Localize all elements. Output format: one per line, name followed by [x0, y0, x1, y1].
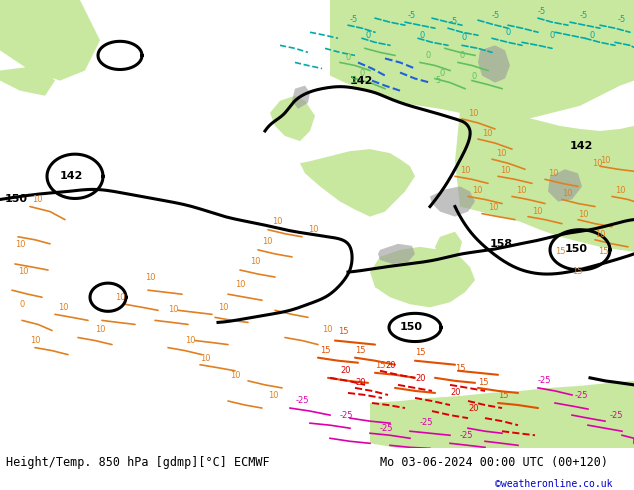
- Text: Height/Temp. 850 hPa [gdmp][°C] ECMWF: Height/Temp. 850 hPa [gdmp][°C] ECMWF: [6, 456, 270, 469]
- Text: 20: 20: [340, 366, 351, 375]
- Text: 142: 142: [570, 141, 593, 151]
- Text: 0: 0: [20, 300, 25, 309]
- Text: 0: 0: [462, 33, 467, 42]
- Text: 150: 150: [400, 322, 423, 333]
- Text: ©weatheronline.co.uk: ©weatheronline.co.uk: [495, 479, 612, 489]
- Text: 10: 10: [262, 237, 273, 246]
- Text: 15: 15: [478, 378, 489, 387]
- Text: 20: 20: [468, 404, 479, 413]
- Text: 10: 10: [460, 166, 470, 175]
- Text: 15: 15: [375, 361, 385, 370]
- Text: 10: 10: [272, 217, 283, 226]
- Text: 15: 15: [598, 247, 609, 256]
- Text: 0: 0: [365, 31, 370, 40]
- Text: 15: 15: [572, 267, 583, 276]
- Text: 10: 10: [235, 280, 245, 289]
- Text: 0: 0: [440, 69, 445, 77]
- Text: 5: 5: [435, 75, 440, 85]
- Text: -25: -25: [420, 418, 434, 427]
- Text: 20: 20: [450, 388, 460, 397]
- Text: 158: 158: [490, 239, 513, 249]
- Text: -25: -25: [296, 396, 309, 405]
- Text: 10: 10: [496, 149, 507, 158]
- Text: 0: 0: [506, 28, 511, 37]
- Text: 10: 10: [516, 187, 526, 196]
- Text: 5: 5: [350, 75, 355, 85]
- Text: 10: 10: [32, 195, 42, 203]
- Text: 10: 10: [600, 156, 611, 165]
- Text: 10: 10: [500, 166, 510, 175]
- Text: 10: 10: [482, 129, 493, 138]
- Text: 10: 10: [548, 170, 559, 178]
- Text: 0: 0: [345, 53, 350, 62]
- Text: -5: -5: [450, 17, 458, 26]
- Text: 150: 150: [5, 194, 28, 203]
- Text: 15: 15: [338, 327, 349, 337]
- Text: 0: 0: [425, 51, 430, 60]
- Text: 10: 10: [200, 354, 210, 363]
- Text: -25: -25: [380, 424, 394, 433]
- Text: 0: 0: [590, 31, 595, 40]
- Text: 10: 10: [615, 187, 626, 196]
- Text: -5: -5: [350, 15, 358, 24]
- Text: 10: 10: [532, 207, 543, 216]
- Text: 20: 20: [385, 361, 396, 370]
- Text: -5: -5: [538, 7, 547, 16]
- Text: 15: 15: [415, 347, 425, 357]
- Text: 10: 10: [15, 240, 25, 249]
- Text: -25: -25: [575, 391, 588, 400]
- Text: 10: 10: [95, 325, 105, 335]
- Text: 10: 10: [218, 303, 228, 312]
- Text: -25: -25: [610, 411, 623, 420]
- Text: -25: -25: [340, 411, 354, 420]
- Text: 10: 10: [230, 371, 240, 380]
- Text: -5: -5: [580, 11, 588, 20]
- Text: 150: 150: [565, 244, 588, 254]
- Text: 10: 10: [468, 109, 479, 118]
- Text: 142: 142: [60, 172, 84, 181]
- Text: 15: 15: [455, 364, 465, 373]
- Text: -25: -25: [460, 431, 474, 441]
- Text: 0: 0: [360, 69, 365, 77]
- Text: -5: -5: [492, 11, 500, 20]
- Text: 15: 15: [320, 345, 330, 355]
- Text: 10: 10: [322, 325, 332, 335]
- Text: 10: 10: [30, 336, 41, 344]
- Text: 10: 10: [595, 230, 605, 239]
- Text: 15: 15: [498, 391, 508, 400]
- Text: 10: 10: [168, 305, 179, 314]
- Text: 0: 0: [420, 31, 425, 40]
- Text: 0: 0: [472, 72, 477, 80]
- Text: 10: 10: [115, 293, 126, 302]
- Text: 15: 15: [555, 247, 566, 256]
- Text: Mo 03-06-2024 00:00 UTC (00+120): Mo 03-06-2024 00:00 UTC (00+120): [380, 456, 609, 469]
- Text: 0: 0: [550, 31, 555, 40]
- Text: 10: 10: [250, 257, 261, 266]
- Text: 10: 10: [488, 202, 498, 212]
- Text: 10: 10: [562, 190, 573, 198]
- Text: 10: 10: [58, 303, 68, 312]
- Text: 10: 10: [145, 273, 155, 282]
- Text: -25: -25: [538, 376, 552, 385]
- Text: 10: 10: [308, 225, 318, 234]
- Text: 15: 15: [355, 345, 365, 355]
- Text: 10: 10: [18, 267, 29, 276]
- Text: 20: 20: [415, 374, 425, 383]
- Text: 10: 10: [185, 336, 195, 344]
- Text: 10: 10: [268, 391, 278, 400]
- Text: 20: 20: [355, 378, 365, 387]
- Text: 0: 0: [460, 51, 465, 60]
- Text: -5: -5: [408, 11, 417, 20]
- Text: 10: 10: [578, 210, 588, 219]
- Text: 142: 142: [350, 75, 373, 86]
- Text: 10: 10: [472, 187, 482, 196]
- Text: 10: 10: [592, 159, 602, 168]
- Text: -5: -5: [618, 15, 626, 24]
